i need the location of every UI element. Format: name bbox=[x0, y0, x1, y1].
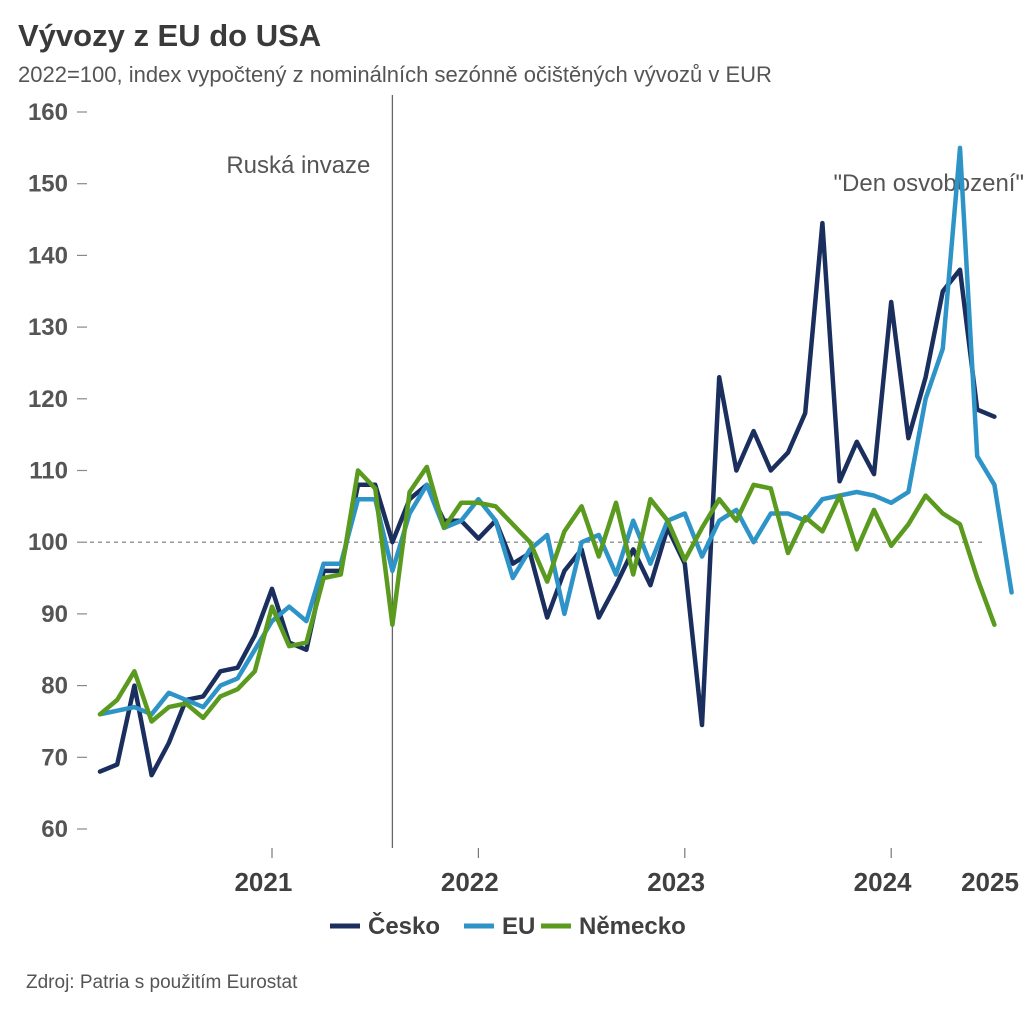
x-tick-label: 2021 bbox=[234, 867, 292, 897]
series-lines bbox=[97, 145, 1014, 778]
y-tick-label: 90 bbox=[41, 601, 68, 628]
series-line bbox=[97, 145, 1014, 717]
series-line bbox=[97, 220, 997, 778]
event-label: "Den osvobození" bbox=[834, 170, 1024, 197]
source-note: Zdroj: Patria s použitím Eurostat bbox=[26, 972, 298, 993]
y-tick-label: 100 bbox=[28, 529, 68, 556]
annotations: Ruská invaze "Den osvobození" bbox=[226, 152, 1024, 197]
y-axis: 60 70 80 90 100 110 120 130 140 150 160 bbox=[28, 99, 87, 843]
x-tick-label: 2025 bbox=[961, 867, 1019, 897]
event-lines bbox=[391, 95, 394, 848]
legend-label: EU bbox=[502, 913, 535, 940]
y-tick-label: 130 bbox=[28, 314, 68, 341]
y-tick-label: 60 bbox=[41, 816, 68, 843]
y-tick-label: 160 bbox=[28, 99, 68, 126]
x-tick-label: 2023 bbox=[647, 867, 705, 897]
legend-label: Německo bbox=[579, 913, 686, 940]
y-tick-label: 80 bbox=[41, 673, 68, 700]
event-label: Ruská invaze bbox=[226, 152, 370, 179]
y-tick-label: 140 bbox=[28, 242, 68, 269]
legend-label: Česko bbox=[368, 912, 440, 940]
y-tick-label: 150 bbox=[28, 171, 68, 198]
series-line bbox=[97, 464, 997, 724]
chart-subtitle: 2022=100, index vypočtený z nominálních … bbox=[18, 62, 772, 87]
chart-title: Vývozy z EU do USA bbox=[18, 18, 322, 53]
legend: Česko EU Německo bbox=[330, 912, 686, 940]
y-tick-label: 70 bbox=[41, 744, 68, 771]
x-axis: 2021 2022 2023 2024 2025 bbox=[234, 848, 1019, 897]
y-tick-label: 120 bbox=[28, 386, 68, 413]
x-tick-label: 2024 bbox=[854, 867, 912, 897]
y-tick-label: 110 bbox=[29, 458, 68, 485]
x-tick-label: 2022 bbox=[441, 867, 499, 897]
